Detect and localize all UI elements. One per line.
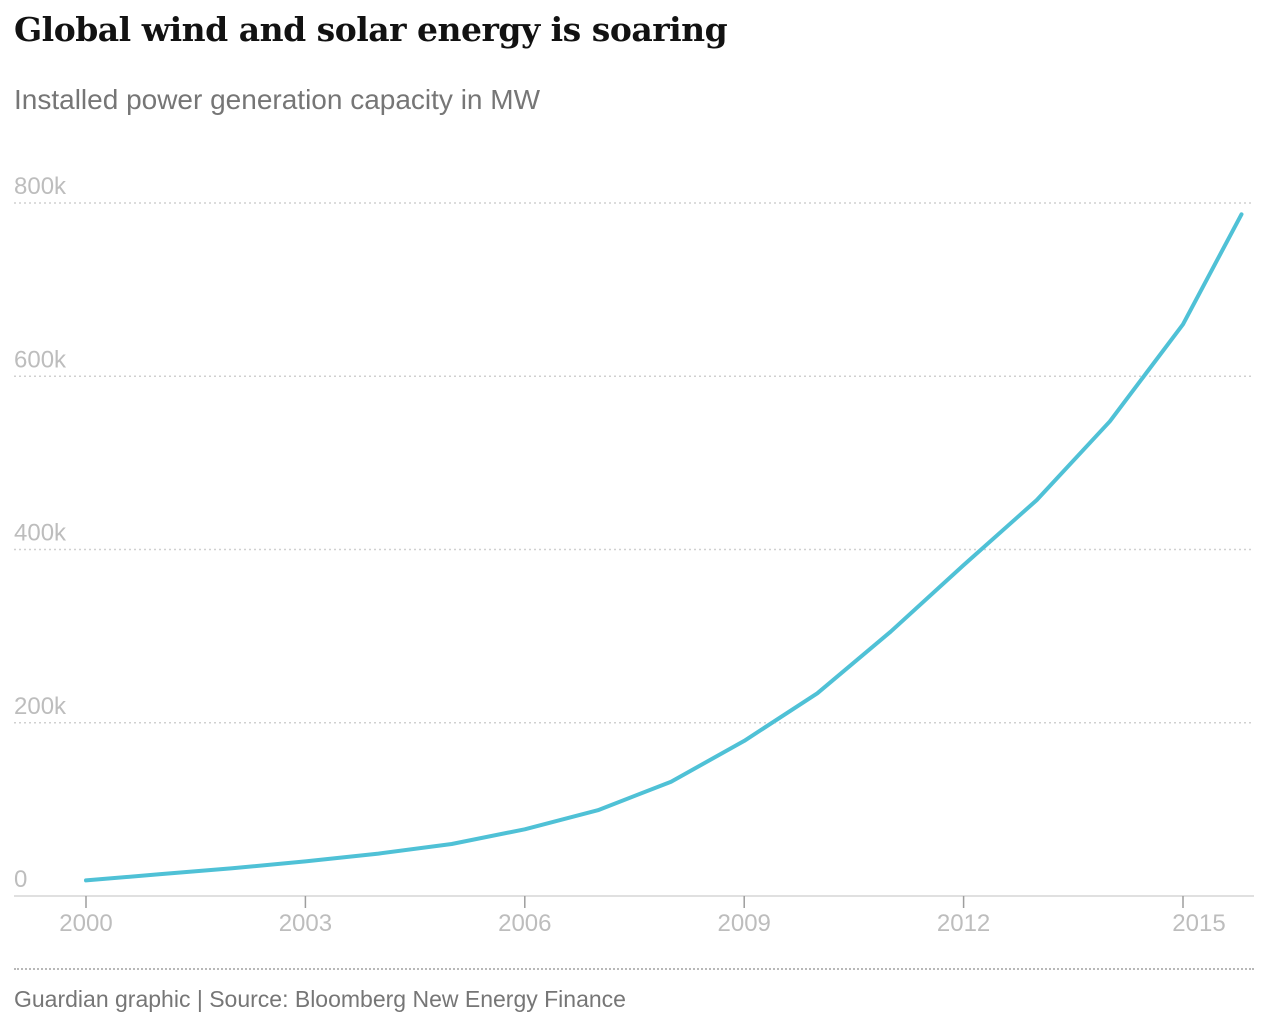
y-tick-label: 200k <box>14 693 67 720</box>
x-tick-label: 2015 <box>1172 910 1225 937</box>
x-axis <box>14 895 1254 908</box>
x-tick-label: 2009 <box>718 910 771 937</box>
y-tick-label: 400k <box>14 520 67 547</box>
line-chart: 0 200k 400k 600k 800k 2000 2003 2006 2009 2012 201… <box>14 173 1254 937</box>
x-tick-label: 2000 <box>59 910 112 937</box>
chart-title: Global wind and solar energy is soaring <box>14 10 728 49</box>
series-layer <box>84 212 1244 883</box>
tick-labels: 0 200k 400k 600k 800k 2000 2003 2006 2009 2012 201… <box>14 173 1226 937</box>
y-tick-label: 0 <box>14 866 27 893</box>
gridlines <box>14 202 1254 724</box>
series-line <box>84 212 1244 883</box>
y-tick-label: 600k <box>14 346 67 373</box>
chart-subtitle: Installed power generation capacity in M… <box>14 84 541 115</box>
source-credit: Guardian graphic | Source: Bloomberg New… <box>14 986 626 1012</box>
x-tick-label: 2012 <box>937 910 990 937</box>
y-tick-label: 800k <box>14 173 67 200</box>
x-tick-label: 2003 <box>279 910 332 937</box>
footer-divider <box>14 968 1254 970</box>
x-tick-label: 2006 <box>498 910 551 937</box>
